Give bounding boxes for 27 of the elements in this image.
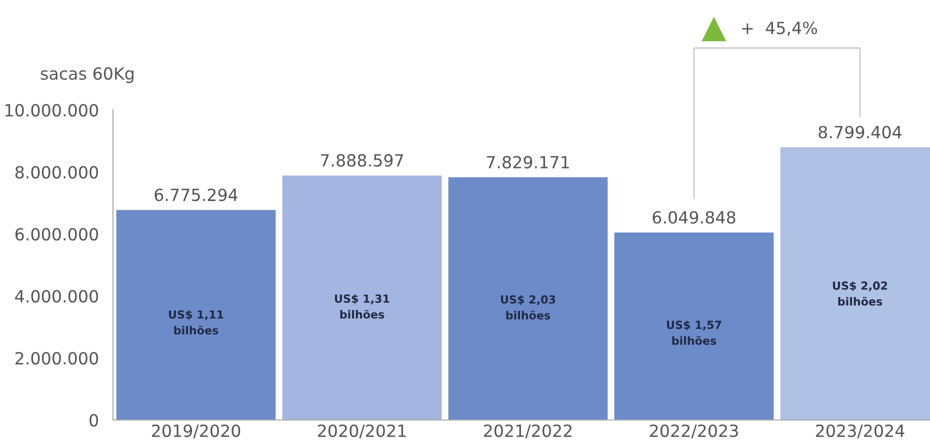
bar — [282, 175, 442, 420]
y-axis-title: sacas 60Kg — [40, 67, 134, 84]
y-tick-label: 2.000.000 — [16, 352, 98, 365]
x-tick-label: 2021/2022 — [484, 424, 572, 438]
y-tick-label: 8.000.000 — [15, 166, 98, 179]
x-tick-label: 2022/2023 — [650, 424, 738, 438]
y-tick-label: 0 — [90, 414, 98, 427]
data-label: 8.799.404 — [818, 126, 902, 138]
x-tick-label: 2019/2020 — [152, 424, 240, 438]
data-label: 6.775.294 — [154, 188, 238, 202]
annotation: US$ 2,02 bilhões — [833, 281, 888, 306]
annotation: US$ 1,11 bilhões — [169, 310, 224, 335]
y-tick-label: 6.000.000 — [15, 228, 98, 241]
y-tick-label: 4.000.000 — [15, 290, 98, 303]
annotation: US$ 2,03 bilhões — [501, 295, 556, 320]
bar — [116, 210, 276, 420]
bar — [614, 232, 774, 420]
bar — [448, 177, 608, 420]
y-tick-label: 10.000.000 — [6, 104, 98, 117]
data-label: 7.829.171 — [486, 156, 569, 169]
annotation: US$ 1,57 bilhões — [667, 320, 722, 345]
x-tick-label: 2020/2021 — [318, 424, 406, 438]
data-label: 6.049.848 — [652, 211, 736, 224]
x-tick-label: 2023/2024 — [816, 424, 904, 438]
data-label: 7.888.597 — [320, 154, 403, 167]
annotation: US$ 1,31 bilhões — [335, 294, 390, 319]
text: + 45,4% — [742, 22, 818, 36]
